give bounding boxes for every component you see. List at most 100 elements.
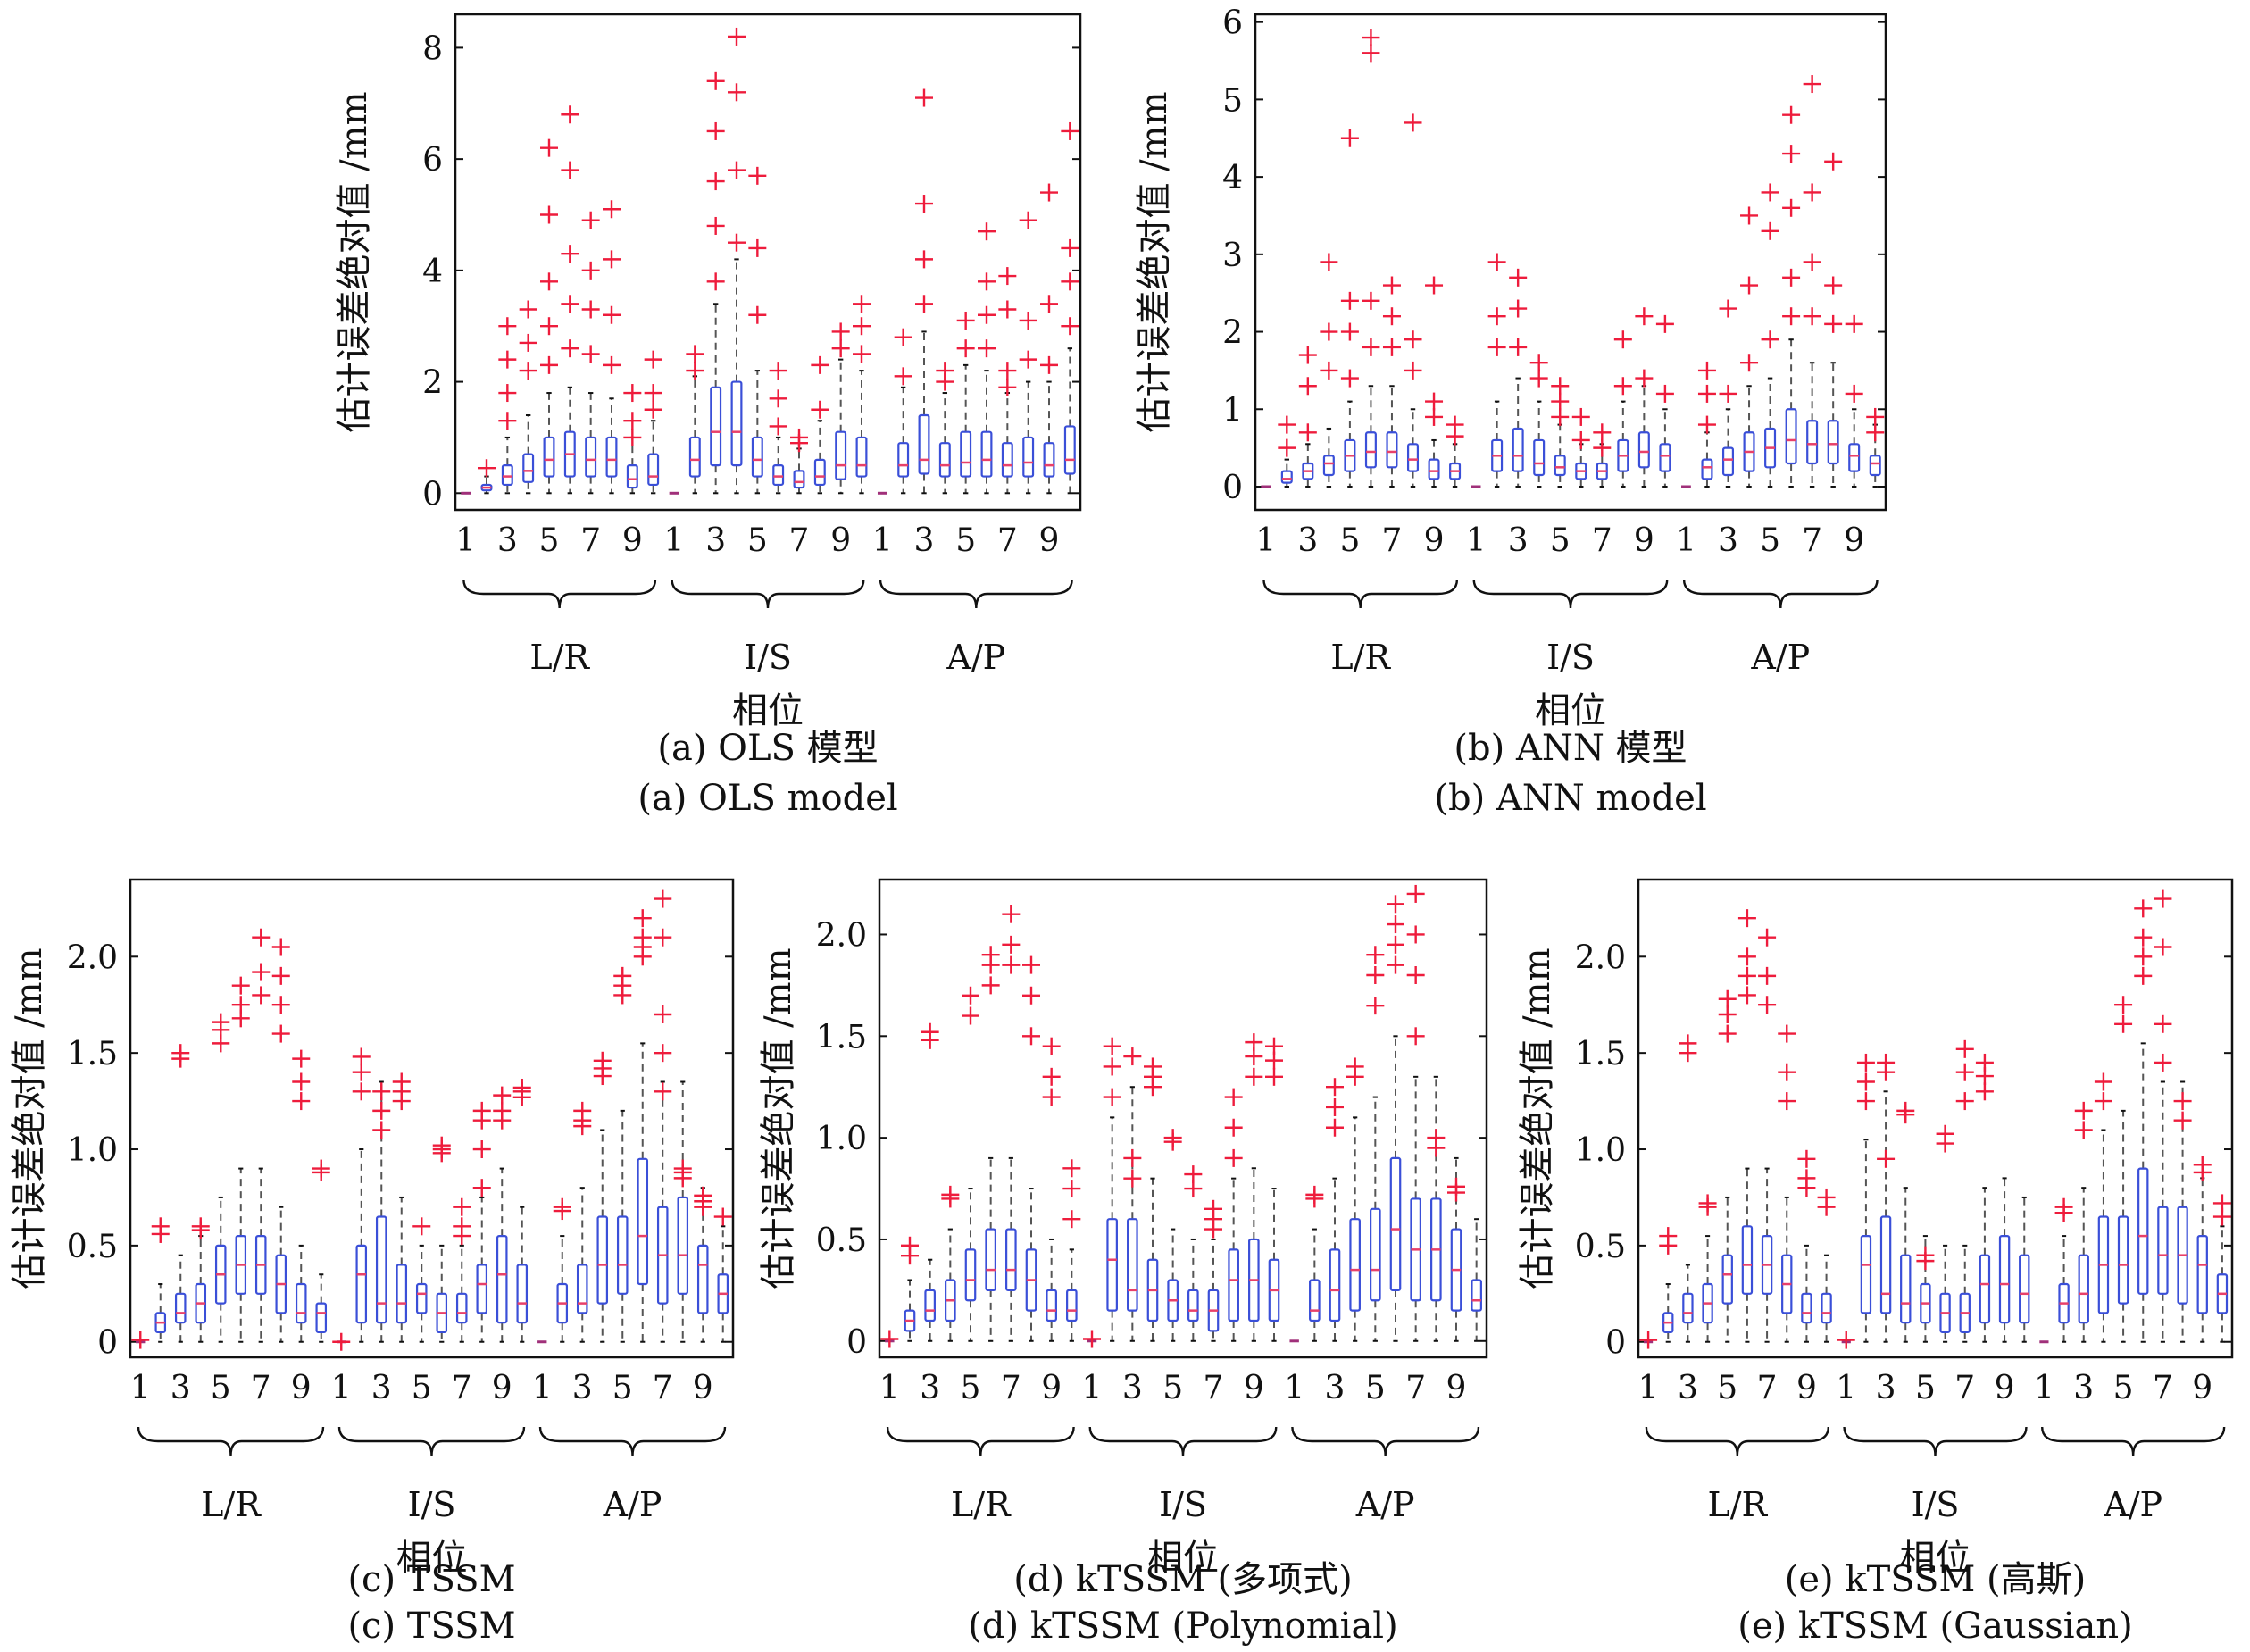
outlier-point: [603, 250, 621, 269]
outlier-point: [1635, 369, 1654, 388]
outlier-point: [901, 1236, 919, 1255]
box: [2138, 1167, 2149, 1295]
outlier-point: [1022, 986, 1040, 1005]
box: [1389, 1156, 1402, 1291]
outlier-point: [519, 362, 538, 380]
outlier-point: [1856, 1072, 1875, 1091]
y-tick-label: 1.5: [67, 1036, 118, 1072]
outlier-point: [252, 928, 271, 947]
box: [616, 1215, 629, 1295]
caption-d-en: (d) kTSSM (Polynomial): [968, 1606, 1398, 1647]
box: [793, 470, 805, 489]
outlier-point: [1387, 895, 1404, 914]
box: [626, 464, 638, 489]
box: [1022, 436, 1035, 478]
outlier-point: [1061, 317, 1079, 336]
outlier-point: [1856, 1053, 1875, 1072]
outlier-point: [1022, 955, 1040, 974]
outlier-point: [1955, 1063, 1974, 1081]
outlier-point: [1761, 330, 1779, 349]
outlier-point: [1551, 392, 1570, 411]
outlier-point: [412, 1217, 431, 1236]
box: [813, 458, 826, 487]
outlier-point: [573, 1101, 592, 1120]
outlier-point: [2154, 938, 2172, 956]
outlier-point: [1803, 307, 1821, 326]
outlier-point: [1877, 1053, 1896, 1072]
box: [1268, 1258, 1280, 1322]
group-brace: [671, 579, 865, 609]
outlier-point: [706, 172, 725, 191]
outlier-point: [1340, 322, 1359, 341]
box: [1979, 1254, 1991, 1324]
outlier-point: [472, 1140, 491, 1159]
box: [1043, 442, 1055, 478]
outlier-point: [2154, 1053, 2172, 1072]
outlier-point: [706, 272, 725, 291]
box: [855, 436, 868, 478]
x-tick-label: 1: [879, 1370, 900, 1406]
x-tick-label: 3: [371, 1370, 392, 1406]
outlier-point: [1758, 996, 1777, 1014]
outlier-point: [1803, 75, 1821, 94]
outlier-point: [493, 1086, 512, 1105]
x-tick-label: 7: [1954, 1370, 1975, 1406]
outlier-point: [1659, 1227, 1678, 1246]
box: [415, 1282, 428, 1314]
outlier-point: [472, 1101, 491, 1120]
x-tick-label: 3: [497, 522, 518, 559]
outlier-point: [1740, 354, 1759, 372]
box: [1364, 431, 1377, 469]
x-tick-label: 1: [872, 522, 893, 559]
plot-frame: [878, 878, 1488, 1359]
outlier-point: [998, 267, 1017, 286]
box: [1406, 443, 1420, 472]
outlier-point: [1778, 1024, 1796, 1043]
outlier-point: [1740, 206, 1759, 225]
box: [174, 1292, 187, 1324]
y-tick-label: 1.5: [816, 1019, 867, 1055]
group-brace: [879, 579, 1073, 609]
outlier-point: [1265, 1037, 1283, 1055]
outlier-point: [191, 1217, 210, 1236]
outlier-point: [2114, 1014, 2133, 1033]
outlier-point: [432, 1136, 451, 1155]
outlier-point: [981, 976, 1000, 995]
group-label: I/S: [408, 1485, 456, 1524]
outlier-point: [1245, 1033, 1263, 1052]
x-tick-label: 9: [1995, 1370, 2015, 1406]
outlier-point: [1103, 1057, 1121, 1076]
outlier-point: [2134, 928, 2153, 947]
box: [1848, 443, 1861, 472]
y-tick-label: 0.5: [816, 1222, 867, 1259]
outlier-point: [1866, 407, 1885, 426]
outlier-point: [1896, 1101, 1915, 1120]
outlier-point: [654, 1005, 672, 1024]
outlier-point: [171, 1044, 190, 1063]
x-tick-label: 7: [1405, 1370, 1426, 1406]
x-tick-label: 5: [1365, 1370, 1386, 1406]
outlier-point: [613, 966, 632, 985]
box: [730, 380, 743, 467]
box: [1869, 455, 1881, 477]
x-tick-label: 7: [1757, 1370, 1778, 1406]
x-tick-label: 1: [455, 522, 476, 559]
box: [938, 442, 951, 478]
box: [2117, 1215, 2129, 1305]
x-tick-label: 7: [789, 522, 810, 559]
outlier-point: [553, 1197, 571, 1216]
box: [1827, 420, 1839, 465]
outlier-point: [1019, 350, 1038, 369]
outlier-point: [1593, 438, 1612, 457]
outlier-point: [2094, 1092, 2112, 1111]
outlier-point: [894, 367, 912, 386]
outlier-point: [292, 1072, 311, 1091]
box: [2157, 1206, 2169, 1295]
box: [637, 1157, 649, 1286]
outlier-point: [706, 71, 725, 90]
box: [1554, 455, 1566, 477]
outlier-point: [1635, 307, 1654, 326]
x-tick-label: 7: [452, 1370, 472, 1406]
outlier-point: [1955, 1039, 1974, 1058]
outlier-point: [1655, 314, 1674, 333]
